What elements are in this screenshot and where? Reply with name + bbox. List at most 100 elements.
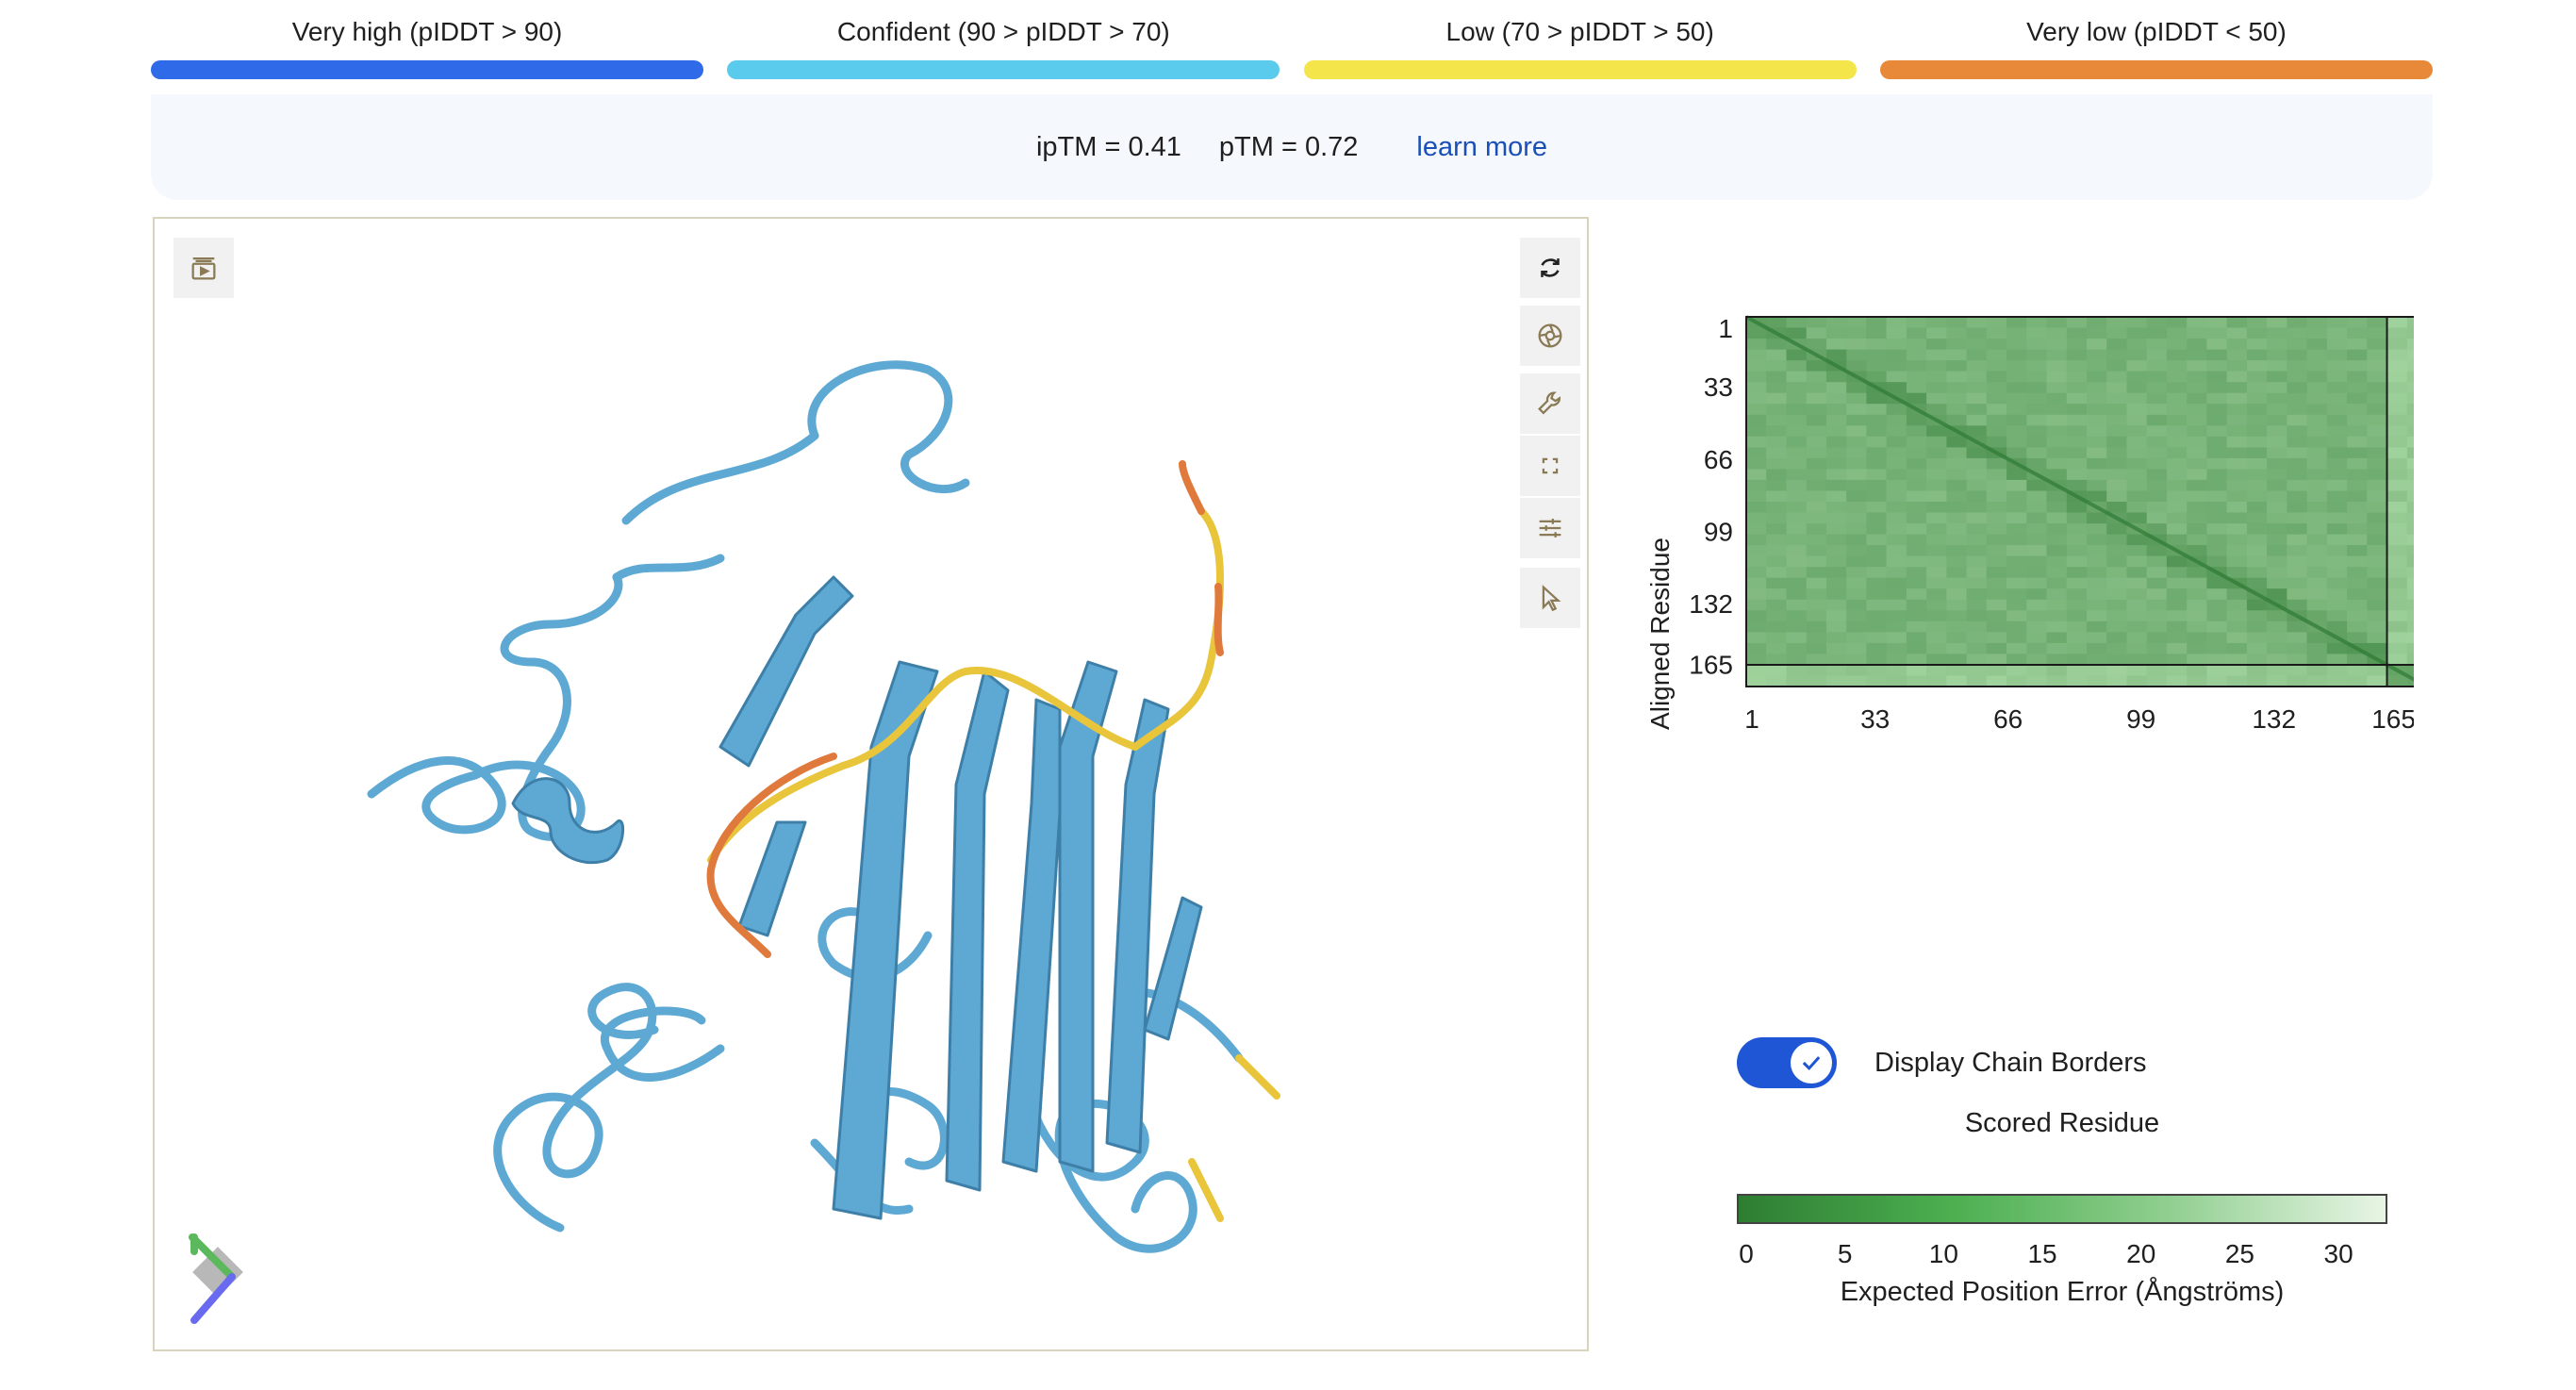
protein-structure-render[interactable] [155,219,1587,1349]
pae-cell [2006,567,2027,579]
pae-cell [1766,479,1787,491]
pae-cell [2347,349,2368,361]
pae-cell [1846,545,1867,557]
pae-cell [2166,567,2188,579]
pae-cell [1746,588,1767,601]
pae-cell [2267,588,2287,601]
pae-cell [2026,567,2048,579]
pae-cell [1926,360,1947,372]
pae-cell [2326,469,2348,481]
pae-cell [2166,349,2188,361]
plddt-legend: Very high (pIDDT > 90) Confident (90 > p… [151,11,2433,79]
pae-cell [1825,425,1847,438]
pae-cell [2326,371,2348,383]
learn-more-link[interactable]: learn more [1416,131,1548,162]
pae-cell [2187,675,2207,687]
pae-cell [1986,502,2007,514]
confidence-metrics-banner: ipTM = 0.41 pTM = 0.72 learn more [151,94,2433,200]
pae-cell [2066,567,2088,579]
pae-cell [2026,457,2048,470]
pae-cell [2166,555,2188,568]
pae-cell [2206,404,2228,416]
pae-cell [2206,534,2228,546]
display-chain-borders-toggle[interactable] [1737,1037,1837,1088]
pae-cell [1825,392,1847,405]
screenshot-button[interactable] [1520,306,1580,366]
pae-cell [2306,425,2328,438]
pae-cell [1886,457,1907,470]
pae-cell [1986,360,2007,372]
pae-cell [2386,502,2408,514]
pae-cell [2246,555,2268,568]
pae-cell [2026,479,2048,491]
pae-cell [2106,457,2127,470]
pae-cell [2246,349,2268,361]
pae-cell [2206,577,2228,589]
pae-cell [1786,349,1808,361]
pae-cell [2126,675,2148,687]
fullscreen-button[interactable] [1520,436,1580,496]
pae-cell [2006,545,2027,557]
pae-cell [2166,610,2188,622]
pae-cell [2087,545,2107,557]
pae-cell [2187,479,2207,491]
pae-cell [2146,512,2168,524]
pae-cell [1926,371,1947,383]
pae-cell [2226,664,2248,676]
settings-button[interactable] [1520,373,1580,434]
pae-cell [1786,610,1808,622]
adjust-button[interactable] [1520,498,1580,558]
pae-cell [1766,534,1787,546]
select-mode-button[interactable] [1520,568,1580,628]
pae-cell [2267,534,2287,546]
pae-cell [2026,392,2048,405]
pae-cell [2287,317,2308,329]
pae-cell [2187,512,2207,524]
sequence-panel-button[interactable] [173,238,234,298]
pae-cell [1806,392,1827,405]
pae-cell [1786,555,1808,568]
pae-cell [1966,360,1988,372]
pae-cell [1966,502,1988,514]
pae-cell [2106,610,2127,622]
pae-cell [1966,610,1988,622]
pae-heatmap[interactable] [1745,315,2414,687]
pae-cell [1746,577,1767,589]
pae-cell [2006,502,2027,514]
pae-cell [1786,414,1808,426]
pae-cell [1986,414,2007,426]
pae-cell [2306,610,2328,622]
pae-cell [2146,317,2168,329]
pae-cell [2166,621,2188,633]
pae-cell [2287,457,2308,470]
reset-rotation-button[interactable] [1520,238,1580,298]
pae-cell [2386,404,2408,416]
pae-cell [1806,360,1827,372]
pae-cell [2046,317,2068,329]
structure-viewer[interactable] [153,217,1589,1351]
pae-cell [1786,436,1808,448]
pae-cell [2046,457,2068,470]
pae-cell [1886,479,1907,491]
pae-cell [2046,621,2068,633]
pae-cell [2106,642,2127,654]
pae-cell [1986,534,2007,546]
pae-cell [1746,534,1767,546]
pae-cell [2406,675,2414,687]
pae-cell [1766,654,1787,666]
pae-cell [1746,339,1767,351]
pae-cell [2326,404,2348,416]
pae-cell [1946,523,1968,536]
pae-cell [1966,490,1988,503]
pae-cell [1806,502,1827,514]
pae-cell [1806,317,1827,329]
pae-cell [1806,382,1827,394]
pae-cell [1825,523,1847,536]
pae-cell [2026,664,2048,676]
pae-cell [2087,621,2107,633]
pae-cell [2187,425,2207,438]
pae-cell [1806,327,1827,339]
pae-cell [1746,360,1767,372]
pae-cell [2187,447,2207,459]
pae-cell [2166,317,2188,329]
